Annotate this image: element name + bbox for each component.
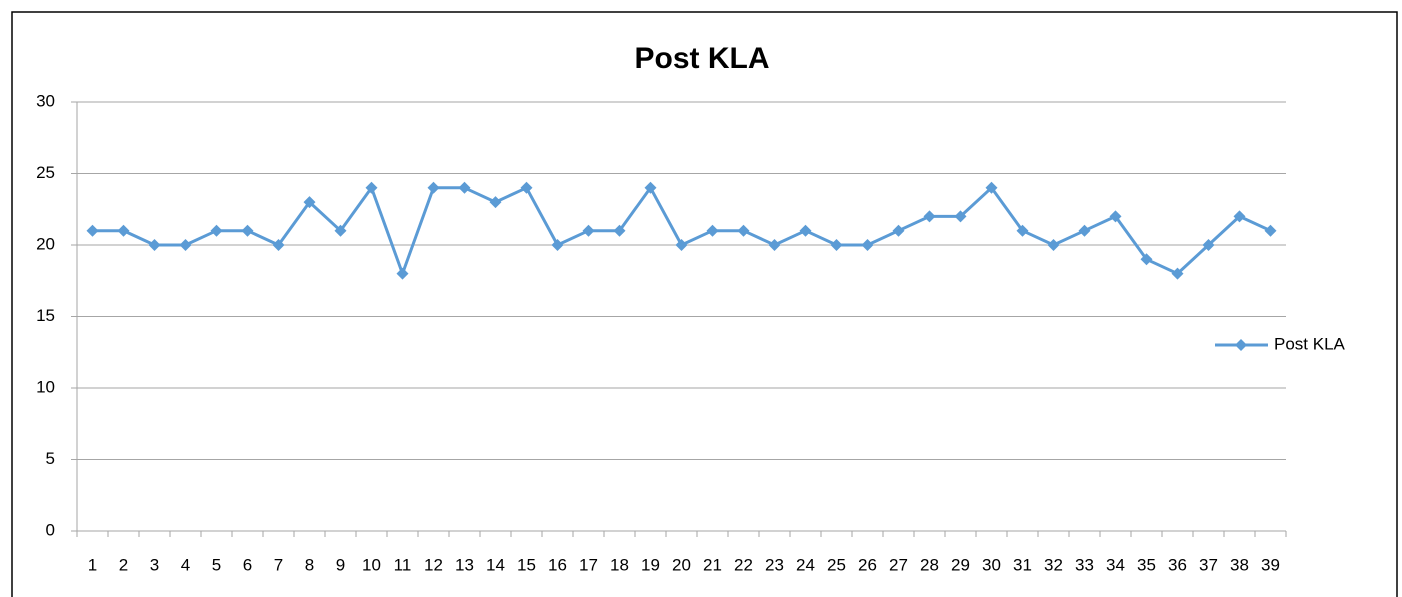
point-marker: [365, 181, 378, 194]
y-tick-label: 5: [46, 449, 55, 468]
point-marker: [1047, 239, 1060, 251]
x-tick-label: 13: [455, 555, 474, 574]
x-tick-label: 5: [212, 555, 221, 574]
x-tick-label: 28: [920, 555, 939, 574]
x-tick-label: 30: [982, 555, 1001, 574]
x-tick-label: 2: [119, 555, 128, 574]
point-marker: [210, 224, 223, 237]
x-tick-label: 14: [486, 555, 505, 574]
point-marker: [799, 224, 812, 237]
point-marker: [1078, 224, 1091, 237]
point-marker: [644, 181, 657, 194]
point-marker: [489, 196, 502, 209]
x-tick-label: 18: [610, 555, 629, 574]
legend-label: Post KLA: [1274, 334, 1346, 353]
x-tick-label: 17: [579, 555, 598, 574]
x-tick-label: 26: [858, 555, 877, 574]
point-marker: [706, 224, 719, 237]
point-marker: [148, 239, 161, 251]
x-tick-label: 4: [181, 555, 190, 574]
x-tick-label: 11: [394, 555, 412, 574]
x-tick-label: 6: [243, 555, 252, 574]
x-tick-label: 36: [1168, 555, 1187, 574]
point-marker: [954, 210, 967, 223]
y-tick-label: 25: [36, 163, 55, 182]
point-marker: [923, 210, 936, 223]
x-tick-label: 24: [796, 555, 815, 574]
x-tick-label: 32: [1044, 555, 1063, 574]
point-marker: [551, 239, 564, 251]
point-marker: [892, 224, 905, 237]
point-marker: [179, 239, 192, 251]
x-tick-label: 33: [1075, 555, 1094, 574]
chart-frame: [11, 11, 1398, 597]
point-marker: [675, 239, 688, 251]
point-marker: [830, 239, 843, 251]
x-tick-label: 37: [1199, 555, 1218, 574]
x-tick-label: 35: [1137, 555, 1156, 574]
point-marker: [520, 181, 533, 194]
legend-marker: [1235, 339, 1247, 351]
point-marker: [86, 224, 99, 237]
point-marker: [272, 239, 285, 251]
x-tick-label: 22: [734, 555, 753, 574]
point-marker: [458, 181, 471, 194]
x-tick-label: 10: [362, 555, 381, 574]
x-tick-label: 23: [765, 555, 784, 574]
x-tick-label: 25: [827, 555, 846, 574]
x-tick-label: 21: [703, 555, 722, 574]
point-marker: [582, 224, 595, 237]
point-marker: [1171, 267, 1184, 280]
point-marker: [1202, 239, 1215, 251]
x-tick-label: 20: [672, 555, 691, 574]
point-marker: [861, 239, 874, 251]
point-marker: [1016, 224, 1029, 237]
x-tick-label: 34: [1106, 555, 1125, 574]
point-marker: [737, 224, 750, 237]
point-marker: [334, 224, 347, 237]
point-marker: [1109, 210, 1122, 223]
x-tick-label: 1: [88, 555, 97, 574]
x-tick-label: 29: [951, 555, 970, 574]
chart-title: Post KLA: [635, 42, 770, 75]
x-tick-label: 38: [1230, 555, 1249, 574]
point-marker: [427, 181, 440, 194]
point-marker: [396, 267, 409, 280]
point-marker: [1233, 210, 1246, 223]
point-marker: [768, 239, 781, 251]
point-marker: [241, 224, 254, 237]
x-tick-label: 27: [889, 555, 908, 574]
x-tick-label: 7: [274, 555, 283, 574]
y-tick-label: 0: [46, 520, 55, 539]
x-tick-label: 15: [517, 555, 536, 574]
point-marker: [985, 181, 998, 194]
y-tick-label: 15: [36, 306, 55, 325]
x-tick-label: 19: [641, 555, 660, 574]
point-marker: [1140, 253, 1153, 266]
point-marker: [1264, 224, 1277, 237]
x-tick-label: 16: [548, 555, 567, 574]
point-marker: [303, 196, 316, 209]
y-tick-label: 10: [36, 377, 55, 396]
x-tick-label: 12: [424, 555, 443, 574]
point-marker: [613, 224, 626, 237]
y-tick-label: 20: [36, 234, 55, 253]
point-marker: [117, 224, 130, 237]
y-tick-label: 30: [36, 91, 55, 110]
x-tick-label: 31: [1013, 555, 1032, 574]
x-tick-label: 8: [305, 555, 314, 574]
x-tick-label: 39: [1261, 555, 1280, 574]
x-tick-label: 9: [336, 555, 345, 574]
x-tick-label: 3: [150, 555, 159, 574]
